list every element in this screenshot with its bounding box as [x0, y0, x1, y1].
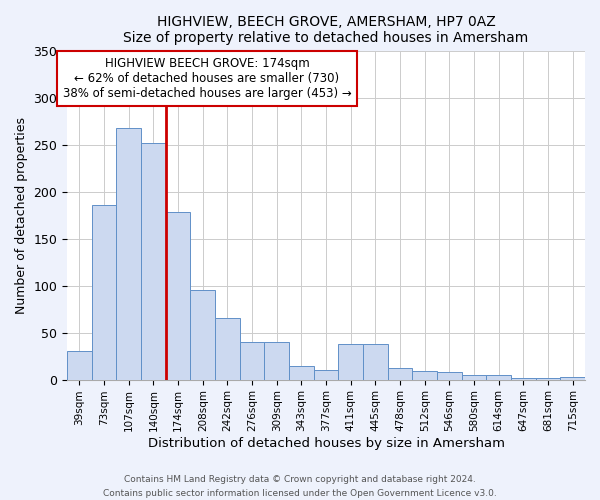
- Bar: [536, 378, 560, 380]
- Bar: [487, 375, 511, 380]
- Bar: [190, 290, 215, 380]
- X-axis label: Distribution of detached houses by size in Amersham: Distribution of detached houses by size …: [148, 437, 505, 450]
- Bar: [92, 204, 116, 380]
- Bar: [314, 370, 338, 380]
- Bar: [560, 377, 585, 380]
- Bar: [67, 352, 92, 380]
- Bar: [116, 128, 141, 380]
- Bar: [166, 212, 190, 380]
- Bar: [265, 342, 289, 380]
- Bar: [363, 344, 388, 380]
- Y-axis label: Number of detached properties: Number of detached properties: [15, 116, 28, 314]
- Bar: [215, 318, 240, 380]
- Title: HIGHVIEW, BEECH GROVE, AMERSHAM, HP7 0AZ
Size of property relative to detached h: HIGHVIEW, BEECH GROVE, AMERSHAM, HP7 0AZ…: [124, 15, 529, 45]
- Bar: [412, 371, 437, 380]
- Bar: [462, 375, 487, 380]
- Bar: [511, 378, 536, 380]
- Text: HIGHVIEW BEECH GROVE: 174sqm
← 62% of detached houses are smaller (730)
38% of s: HIGHVIEW BEECH GROVE: 174sqm ← 62% of de…: [62, 57, 352, 100]
- Bar: [388, 368, 412, 380]
- Bar: [240, 342, 265, 380]
- Bar: [141, 142, 166, 380]
- Bar: [289, 366, 314, 380]
- Text: Contains HM Land Registry data © Crown copyright and database right 2024.
Contai: Contains HM Land Registry data © Crown c…: [103, 476, 497, 498]
- Bar: [338, 344, 363, 380]
- Bar: [437, 372, 462, 380]
